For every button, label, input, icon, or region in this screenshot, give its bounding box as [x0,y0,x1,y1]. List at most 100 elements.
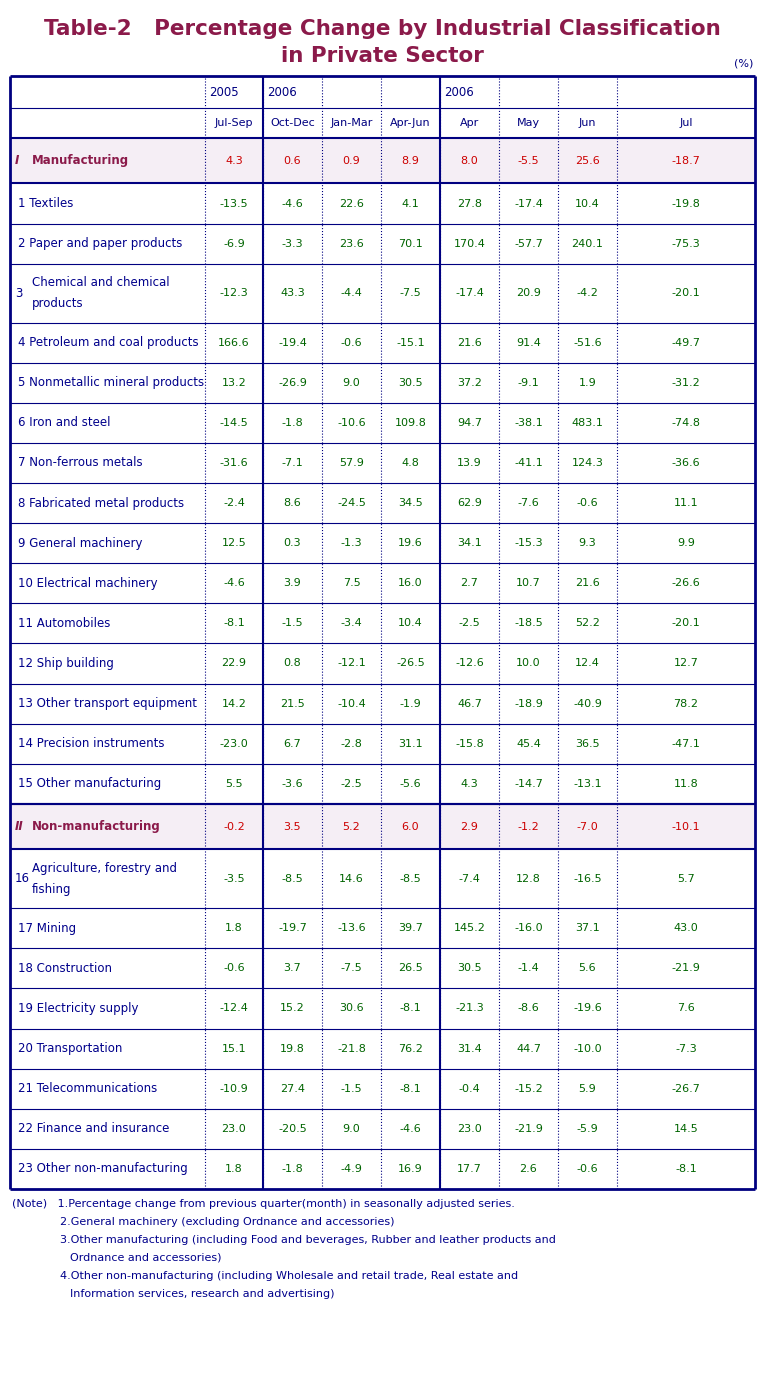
Text: 21.5: 21.5 [280,698,305,709]
Text: 13.2: 13.2 [222,378,246,387]
Text: -8.5: -8.5 [399,874,422,883]
Text: 10.4: 10.4 [575,198,600,209]
Text: 34.5: 34.5 [398,497,423,508]
Text: 2.9: 2.9 [461,822,478,831]
Text: 2005: 2005 [209,85,239,99]
Text: 2006: 2006 [444,85,474,99]
Text: 21 Telecommunications: 21 Telecommunications [18,1083,158,1095]
Text: -51.6: -51.6 [573,338,602,348]
Text: -0.6: -0.6 [577,497,598,508]
Text: 22.6: 22.6 [339,198,364,209]
Text: -15.8: -15.8 [455,739,484,749]
Text: 94.7: 94.7 [457,418,482,427]
Text: Apr: Apr [460,118,479,128]
Text: -36.6: -36.6 [672,458,700,469]
Text: 45.4: 45.4 [516,739,541,749]
Text: -4.4: -4.4 [340,289,363,298]
Text: 27.8: 27.8 [457,198,482,209]
Text: 10.7: 10.7 [516,578,541,588]
Text: -3.4: -3.4 [340,618,363,628]
Text: 9.3: 9.3 [578,539,597,548]
Text: 19 Electricity supply: 19 Electricity supply [18,1002,138,1015]
Text: -31.2: -31.2 [672,378,701,387]
Text: -18.5: -18.5 [514,618,543,628]
Text: 37.2: 37.2 [457,378,482,387]
Text: 12.5: 12.5 [222,539,246,548]
Text: 14 Precision instruments: 14 Precision instruments [18,738,164,750]
Text: -8.1: -8.1 [223,618,245,628]
Text: 0.3: 0.3 [284,539,301,548]
Text: -13.1: -13.1 [573,779,602,789]
Text: -10.6: -10.6 [337,418,366,427]
Text: 3.9: 3.9 [284,578,301,588]
Text: 14.5: 14.5 [674,1124,698,1134]
Text: -19.4: -19.4 [278,338,307,348]
Text: Jun: Jun [579,118,596,128]
Bar [10,804,755,849]
Text: 1.9: 1.9 [578,378,597,387]
Text: 12.8: 12.8 [516,874,541,883]
Text: Apr-Jun: Apr-Jun [390,118,431,128]
Text: -1.8: -1.8 [282,1164,304,1173]
Text: -40.9: -40.9 [573,698,602,709]
Text: 6.7: 6.7 [284,739,301,749]
Text: II: II [15,820,24,833]
Text: 17 Mining: 17 Mining [18,922,76,934]
Text: 23.0: 23.0 [222,1124,246,1134]
Text: -4.2: -4.2 [577,289,598,298]
Text: -15.1: -15.1 [396,338,425,348]
Text: May: May [517,118,540,128]
Text: 78.2: 78.2 [673,698,698,709]
Text: 44.7: 44.7 [516,1044,541,1054]
Text: 30.5: 30.5 [457,963,482,973]
Text: -2.4: -2.4 [223,497,245,508]
Text: 10.0: 10.0 [516,658,541,669]
Text: -7.5: -7.5 [399,289,422,298]
Text: -17.4: -17.4 [514,198,543,209]
Text: -26.6: -26.6 [672,578,701,588]
Text: -8.6: -8.6 [518,1003,539,1014]
Text: 17.7: 17.7 [457,1164,482,1173]
Text: -26.7: -26.7 [672,1084,701,1094]
Text: -8.1: -8.1 [675,1164,697,1173]
Text: 22.9: 22.9 [222,658,246,669]
Text: -18.9: -18.9 [514,698,543,709]
Text: 16: 16 [15,872,30,885]
Text: -49.7: -49.7 [672,338,701,348]
Text: 19.6: 19.6 [398,539,423,548]
Text: 8.0: 8.0 [461,155,478,166]
Text: in Private Sector: in Private Sector [281,45,483,66]
Text: -20.1: -20.1 [672,618,701,628]
Text: 145.2: 145.2 [454,923,486,933]
Text: 14.6: 14.6 [339,874,364,883]
Text: 5.9: 5.9 [578,1084,597,1094]
Text: I: I [15,154,19,168]
Text: 3.7: 3.7 [284,963,301,973]
Text: 21.6: 21.6 [575,578,600,588]
Text: -21.9: -21.9 [514,1124,543,1134]
Text: -15.2: -15.2 [514,1084,543,1094]
Text: -7.5: -7.5 [340,963,363,973]
Text: 11 Automobiles: 11 Automobiles [18,617,110,629]
Text: -0.6: -0.6 [340,338,363,348]
Text: -9.1: -9.1 [518,378,539,387]
Text: -10.4: -10.4 [337,698,366,709]
Text: 483.1: 483.1 [571,418,604,427]
Text: -2.8: -2.8 [340,739,363,749]
Text: Non-manufacturing: Non-manufacturing [32,820,161,833]
Text: 5.2: 5.2 [343,822,360,831]
Text: -10.0: -10.0 [573,1044,602,1054]
Text: (%): (%) [734,59,753,69]
Text: 31.1: 31.1 [399,739,423,749]
Text: -47.1: -47.1 [672,739,701,749]
Text: 5.5: 5.5 [225,779,243,789]
Text: 37.1: 37.1 [575,923,600,933]
Text: 7.5: 7.5 [343,578,360,588]
Text: 23.6: 23.6 [339,239,364,249]
Text: -10.9: -10.9 [220,1084,249,1094]
Text: -8.1: -8.1 [399,1084,422,1094]
Text: -1.2: -1.2 [518,822,539,831]
Text: 22 Finance and insurance: 22 Finance and insurance [18,1123,169,1135]
Text: -20.5: -20.5 [278,1124,307,1134]
Bar [10,137,755,184]
